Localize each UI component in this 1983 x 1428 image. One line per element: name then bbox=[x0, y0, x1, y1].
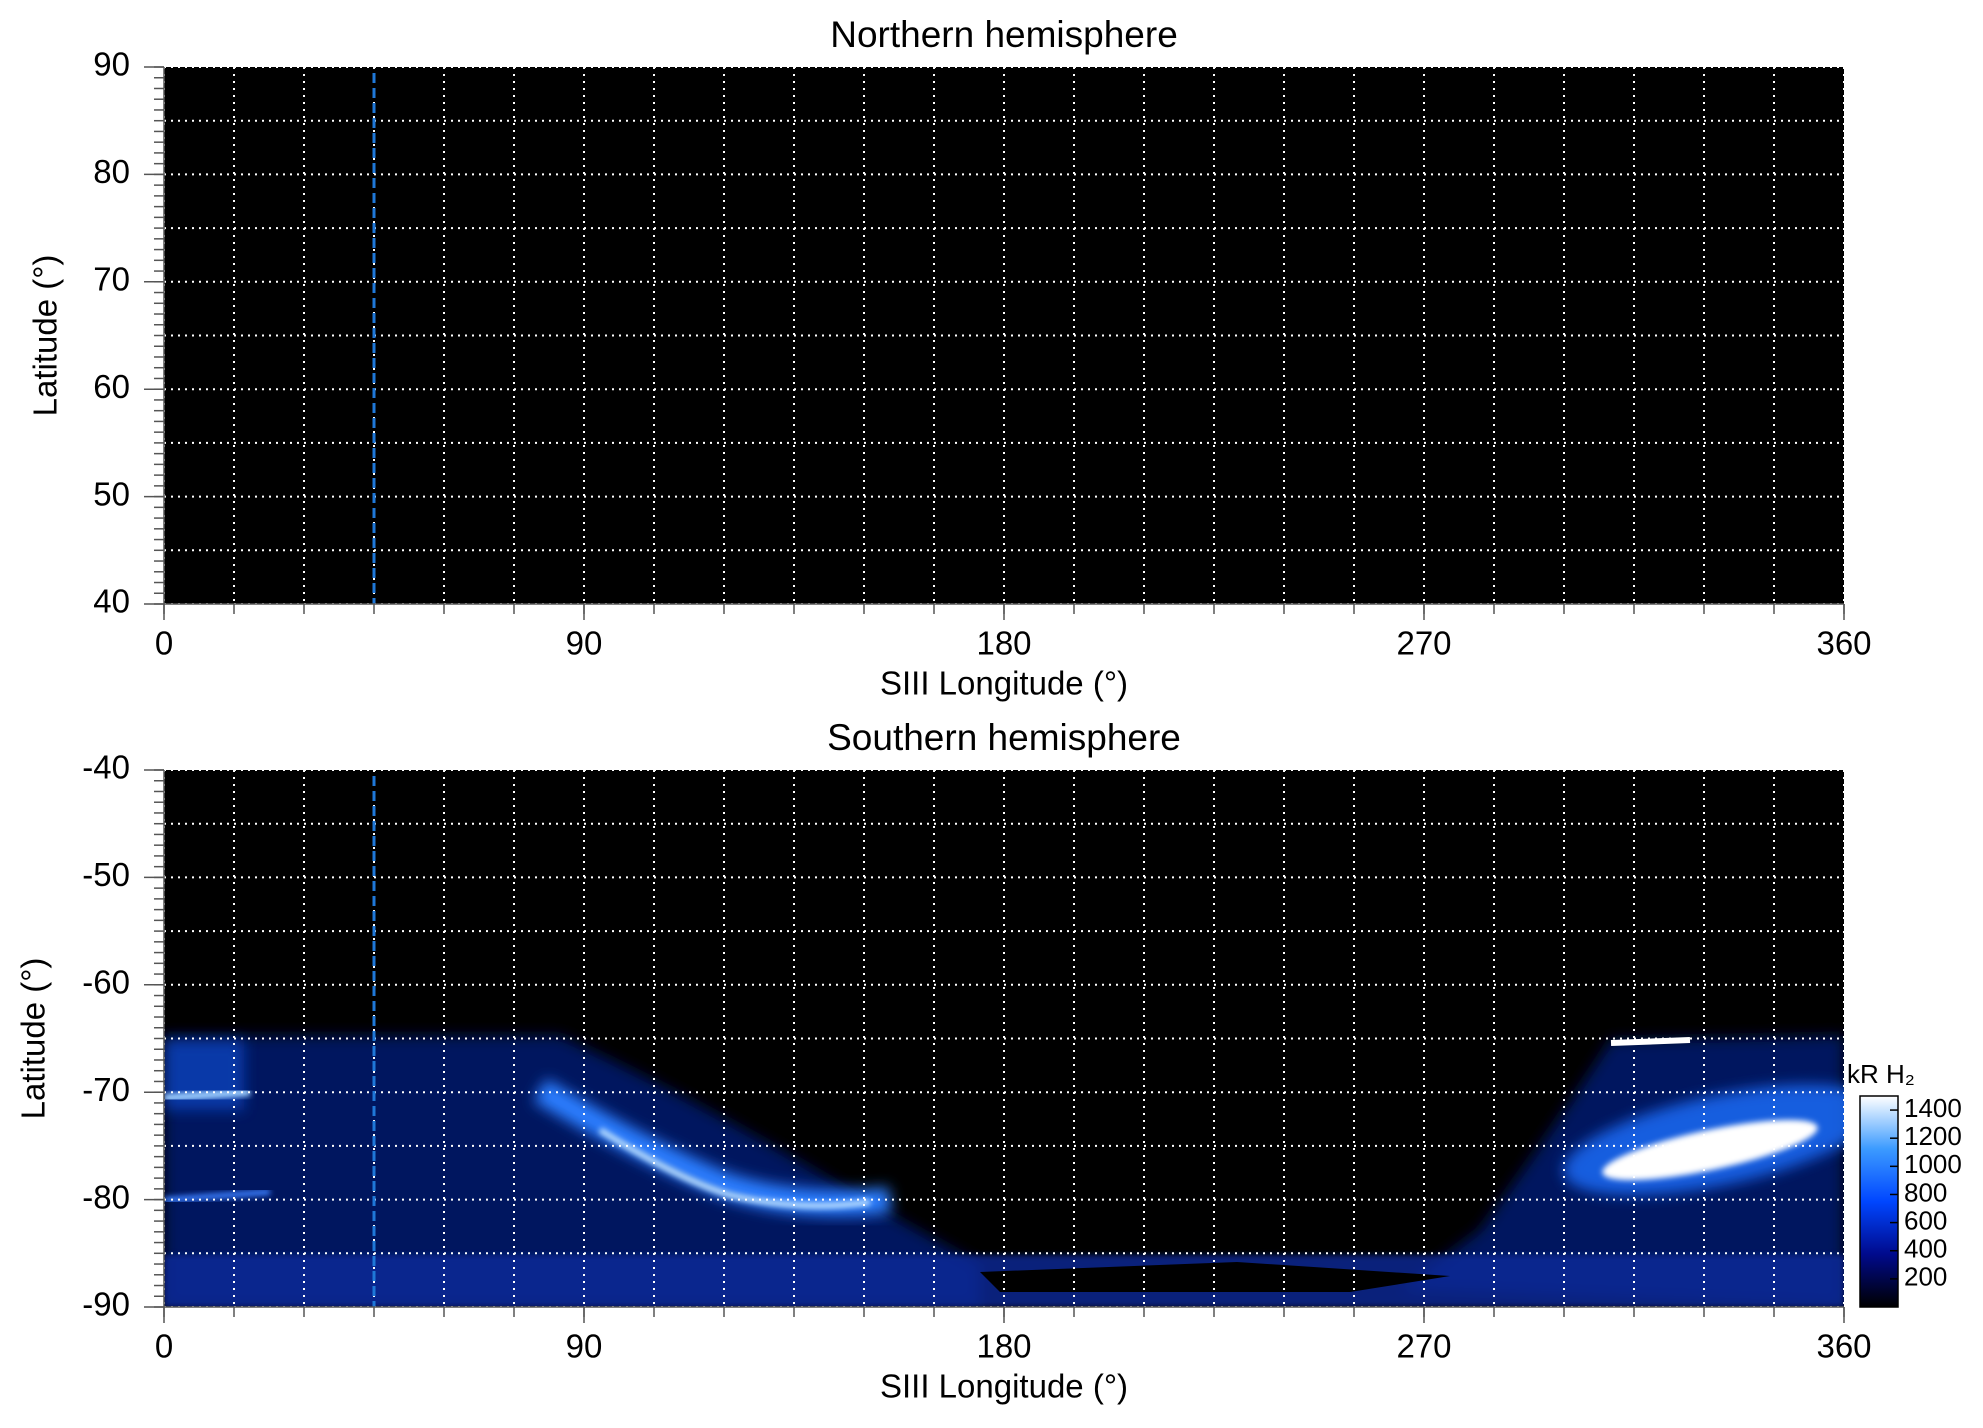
x-tick-label: 0 bbox=[155, 1328, 173, 1365]
colorbar bbox=[1859, 1095, 1899, 1308]
y-tick-label: 60 bbox=[93, 368, 130, 405]
x-axis-label: SIII Longitude (°) bbox=[880, 665, 1128, 702]
y-tick-label: -60 bbox=[82, 964, 130, 1001]
x-tick-label: 0 bbox=[155, 625, 173, 662]
x-tick-label: 90 bbox=[566, 625, 603, 662]
colorbar-tick-label: 200 bbox=[1904, 1262, 1947, 1292]
y-tick-label: 40 bbox=[93, 583, 130, 620]
x-tick-label: 270 bbox=[1396, 1328, 1451, 1365]
x-tick-label: 180 bbox=[976, 625, 1031, 662]
colorbar-tick-label: 1200 bbox=[1904, 1121, 1962, 1151]
y-tick-label: 80 bbox=[93, 153, 130, 190]
y-tick-label: -80 bbox=[82, 1178, 130, 1215]
x-tick-label: 90 bbox=[566, 1328, 603, 1365]
colorbar-tick-label: 1400 bbox=[1904, 1093, 1962, 1123]
colorbar-label: kR H₂ bbox=[1847, 1059, 1915, 1089]
colorbar-tick-label: 800 bbox=[1904, 1177, 1947, 1207]
y-tick-label: -90 bbox=[82, 1286, 130, 1323]
colorbar-tick-label: 1000 bbox=[1904, 1149, 1962, 1179]
y-tick-label: 70 bbox=[93, 261, 130, 298]
x-axis-label: SIII Longitude (°) bbox=[880, 1368, 1128, 1405]
y-tick-label: -40 bbox=[82, 749, 130, 786]
chart-title: Northern hemisphere bbox=[830, 14, 1178, 55]
y-tick-label: 90 bbox=[93, 46, 130, 83]
x-tick-label: 360 bbox=[1816, 625, 1871, 662]
x-tick-label: 180 bbox=[976, 1328, 1031, 1365]
y-tick-label: -70 bbox=[82, 1071, 130, 1108]
y-axis-label: Latitude (°) bbox=[27, 255, 64, 417]
x-tick-label: 360 bbox=[1816, 1328, 1871, 1365]
colorbar-tick-label: 600 bbox=[1904, 1205, 1947, 1235]
y-tick-label: -50 bbox=[82, 856, 130, 893]
chart-title: Southern hemisphere bbox=[827, 717, 1181, 758]
colorbar-tick-label: 400 bbox=[1904, 1234, 1947, 1264]
y-tick-label: 50 bbox=[93, 475, 130, 512]
y-axis-label: Latitude (°) bbox=[15, 958, 52, 1120]
x-tick-label: 270 bbox=[1396, 625, 1451, 662]
